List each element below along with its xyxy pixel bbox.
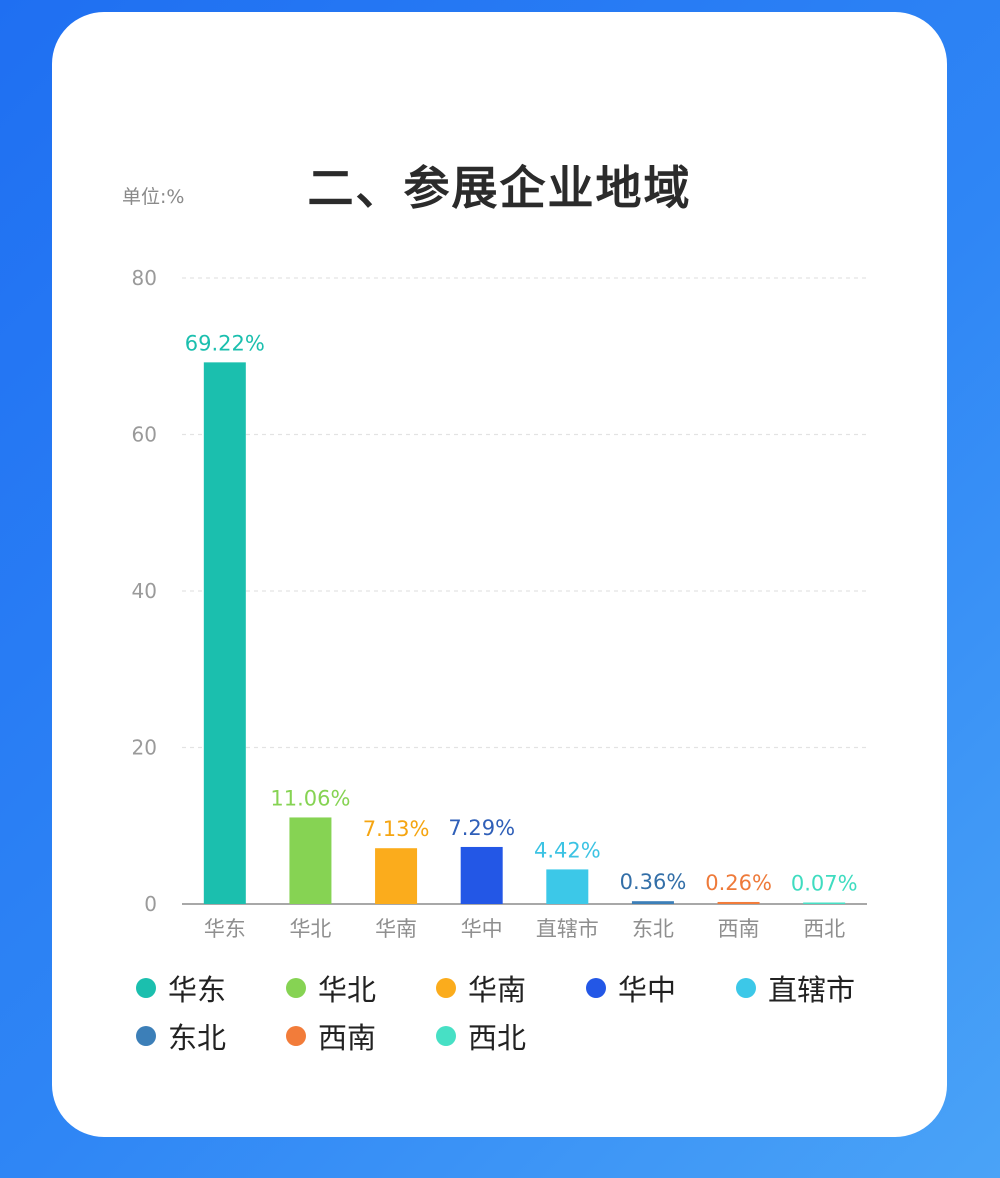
x-axis-ticks: 华东 华北 华南 华中 直辖市 东北 西南 西北 [204,917,845,941]
grid-lines [182,277,867,749]
legend-label: 西南 [318,1021,377,1055]
legend-item: 东北 [136,1018,286,1055]
x-tick-label: 东北 [632,917,674,941]
legend-label: 华中 [618,973,677,1007]
legend-swatch [286,1026,306,1046]
data-label: 7.13% [363,817,430,841]
y-tick-label: 40 [132,579,157,603]
legend-swatch [136,978,156,998]
bar [803,902,846,904]
x-tick-label: 西北 [803,917,845,941]
legend-item: 西北 [436,1018,586,1055]
legend-swatch [286,978,306,998]
x-tick-label: 直辖市 [536,917,599,941]
legend-swatch [586,978,606,998]
legend-item: 华东 [136,970,286,1007]
data-label: 0.36% [620,870,687,894]
legend-swatch [136,1026,156,1046]
legend-label: 东北 [168,1021,227,1055]
data-label: 69.22% [185,331,265,355]
data-label: 7.29% [448,816,515,840]
x-tick-label: 华东 [204,917,246,941]
data-label: 11.06% [270,786,350,810]
x-tick-label: 华北 [289,917,331,941]
bar-chart: 0 20 40 60 80 69.22% 11.06% 7.13% 7.29% 4.42% 0.3… [132,266,867,941]
bar [631,901,674,904]
legend-label: 华北 [318,973,377,1007]
legend-item: 西南 [286,1018,436,1055]
y-axis-ticks: 0 20 40 60 80 [132,266,157,916]
y-tick-label: 20 [132,736,157,760]
legend-item: 直辖市 [736,970,886,1007]
legend: 华东 华北 华南 华中 直辖市东北 西南 西北 [136,970,896,1055]
bars [203,362,846,904]
bar [546,869,589,904]
x-tick-label: 西南 [718,917,760,941]
legend-item: 华北 [286,970,436,1007]
legend-label: 直辖市 [768,973,856,1007]
data-label: 0.26% [705,871,772,895]
bar [717,901,760,904]
legend-label: 华南 [468,973,527,1007]
bar [289,817,332,904]
legend-item: 华中 [586,970,736,1007]
bar [203,362,246,904]
legend-item: 华南 [436,970,586,1007]
legend-swatch [736,978,756,998]
chart-card: 二、参展企业地域 单位:% 0 20 40 60 80 69.22% 11.06% 7.13… [52,12,947,1137]
x-tick-label: 华南 [375,917,417,941]
data-label: 0.07% [791,872,858,896]
bar [375,848,418,904]
legend-swatch [436,1026,456,1046]
y-tick-label: 80 [132,266,157,290]
legend-label: 华东 [168,973,227,1007]
chart-title: 二、参展企业地域 [307,161,692,215]
unit-label: 单位:% [122,186,185,208]
bar [460,846,503,904]
y-tick-label: 0 [144,892,157,916]
value-labels: 69.22% 11.06% 7.13% 7.29% 4.42% 0.36% 0.26% 0.0… [185,331,858,895]
legend-label: 西北 [468,1021,527,1055]
legend-swatch [436,978,456,998]
y-tick-label: 60 [132,423,157,447]
x-tick-label: 华中 [461,917,503,941]
data-label: 4.42% [534,838,601,862]
